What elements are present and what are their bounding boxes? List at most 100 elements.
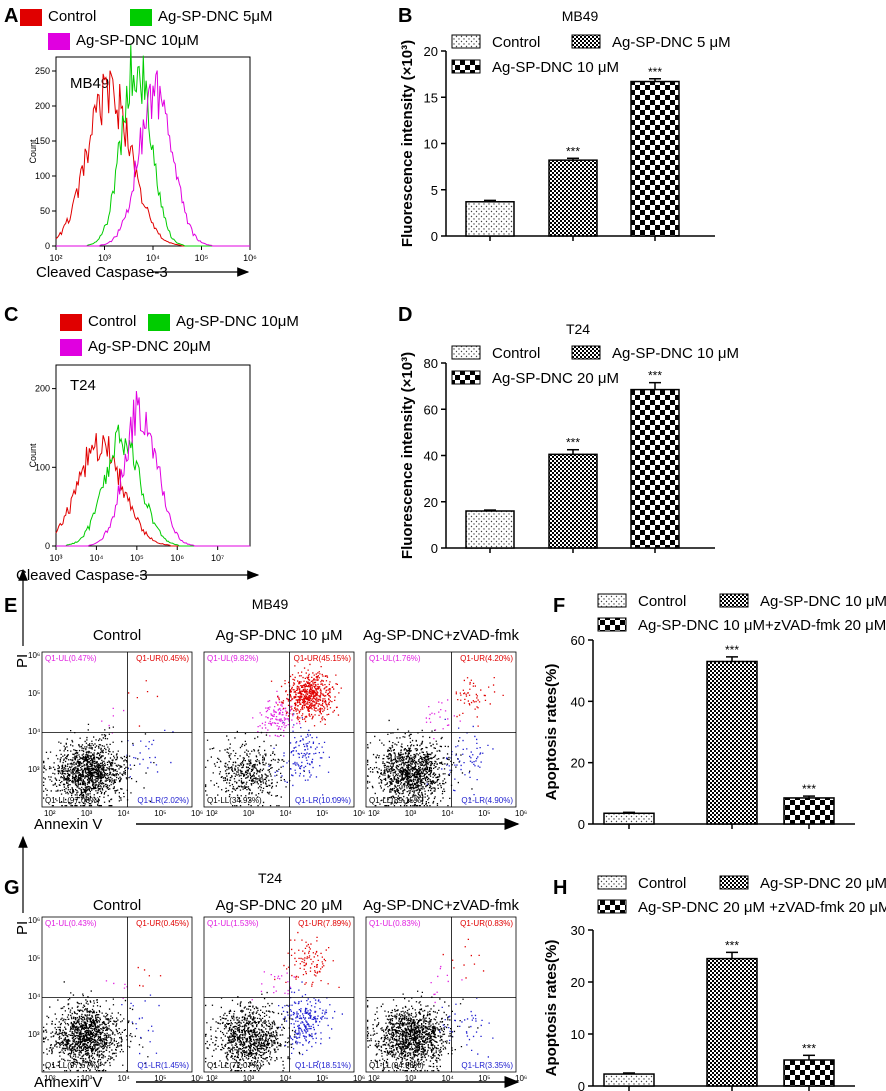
legend-B-0-swatch — [451, 34, 481, 49]
legend-C-1-label: Ag-SP-DNC 10μM — [176, 313, 299, 330]
legend-H-0-swatch — [597, 875, 627, 890]
significance-D-1: *** — [566, 436, 580, 450]
x-tick-label-C: 10⁶ — [170, 553, 184, 563]
x-tick-label-G-2: 10⁵ — [478, 1074, 490, 1083]
quadrant-ul-G-2: Q1-UL(0.83%) — [369, 919, 421, 928]
plot-title-E-1: Ag-SP-DNC 10 μM — [215, 627, 342, 644]
panel-B: B MB49 Control Ag-SP-DNC 5 μM Ag-SP-DNC 10 μ… — [398, 5, 731, 247]
legend-A-0-label: Control — [48, 8, 96, 25]
y-tick-label-D: 40 — [424, 449, 438, 464]
x-tick-label-E-1: 10³ — [243, 809, 255, 818]
y-tick-label-D: 80 — [424, 356, 438, 371]
panel-G: G T24 PI Annexin V Control Q1-UL(0.43%) Q1-UR(… — [4, 835, 527, 1091]
x-tick-label-E-0: 10³ — [81, 809, 93, 818]
dots-ur-E-2 — [455, 677, 504, 727]
legend-C-1-swatch — [148, 314, 170, 331]
y-tick-label-A: 200 — [35, 101, 50, 111]
y-axis-title-G: PI — [14, 921, 31, 935]
panel-label-A: A — [4, 5, 18, 27]
bar-B-2 — [630, 80, 680, 237]
chart-title-D: T24 — [566, 321, 590, 337]
quadrant-lr-G-0: Q1-LR(1.45%) — [137, 1061, 189, 1070]
x-tick-label-G-2: 10² — [368, 1074, 380, 1083]
y-axis-title-C: Count — [28, 443, 38, 468]
x-axis-title-G: Annexin V — [34, 1074, 102, 1091]
x-axis-title-E: Annexin V — [34, 816, 102, 833]
panel-label-F: F — [553, 595, 565, 617]
legend-B-2-swatch — [451, 59, 481, 74]
y-tick-label-D: 0 — [431, 541, 438, 556]
histogram-C-0 — [55, 433, 250, 547]
plot-title-E-0: Control — [93, 627, 141, 644]
quadrant-ur-E-1: Q1-UR(45.15%) — [294, 654, 352, 663]
chart-title-B: MB49 — [562, 8, 599, 24]
legend-B-2-label: Ag-SP-DNC 10 μM — [492, 59, 619, 76]
y-tick-label-D: 20 — [424, 495, 438, 510]
y-tick-label-B: 0 — [431, 229, 438, 244]
dots-ll-G-1 — [205, 991, 311, 1072]
quadrant-lr-E-0: Q1-LR(2.02%) — [137, 796, 189, 805]
legend-H-1-label: Ag-SP-DNC 20 μM — [760, 875, 886, 892]
x-tick-label-E-0: 10² — [44, 809, 56, 818]
quadrant-ll-G-2: Q1-LL(94.98%) — [369, 1061, 424, 1070]
legend-H-2-label: Ag-SP-DNC 20 μM +zVAD-fmk 20 μM — [638, 899, 886, 916]
panel-label-H: H — [553, 877, 567, 899]
legend-C-0-label: Control — [88, 313, 136, 330]
y-tick-label-D: 60 — [424, 402, 438, 417]
legend-D-1-label: Ag-SP-DNC 10 μM — [612, 345, 739, 362]
y-tick-label-B: 5 — [431, 183, 438, 198]
x-tick-label-C: 10⁵ — [130, 553, 144, 563]
x-tick-label-G-0: 10² — [44, 1074, 56, 1083]
y-tick-label-E: 10³ — [28, 765, 40, 774]
quadrant-lr-G-1: Q1-LR(18.51%) — [295, 1061, 351, 1070]
significance-D-2: *** — [648, 369, 662, 383]
x-tick-label-A: 10² — [49, 253, 62, 263]
dots-ur-E-1 — [270, 658, 342, 727]
dots-ll-E-0 — [43, 723, 155, 807]
x-tick-label-E-1: 10⁴ — [280, 809, 293, 818]
quadrant-ll-G-1: Q1-LL(72.07%) — [207, 1061, 262, 1070]
y-tick-label-G: 10⁵ — [28, 954, 40, 963]
panel-C: C Control Ag-SP-DNC 10μM Ag-SP-DNC 20μM 10³ 1… — [4, 304, 299, 584]
dots-lr-G-1 — [278, 981, 343, 1063]
bar-F-2 — [783, 797, 835, 825]
x-tick-label-G-2: 10⁴ — [442, 1074, 455, 1083]
plot-frame-C — [55, 364, 251, 547]
plot-frame-G-2 — [365, 916, 517, 1073]
quadrant-ur-G-1: Q1-UR(7.89%) — [298, 919, 351, 928]
x-tick-label-A: 10⁵ — [195, 253, 209, 263]
x-tick-label-E-1: 10⁵ — [316, 809, 328, 818]
legend-F-1-label: Ag-SP-DNC 10 μM — [760, 593, 886, 610]
x-tick-label-E-0: 10⁶ — [191, 809, 203, 818]
x-tick-label-E-2: 10⁴ — [442, 809, 455, 818]
y-tick-label-G: 10³ — [28, 1030, 40, 1039]
quadrant-ll-E-0: Q1-LL(97.06%) — [45, 796, 100, 805]
x-tick-label-G-0: 10³ — [81, 1074, 93, 1083]
panel-label-C: C — [4, 304, 18, 326]
panel-label-G: G — [4, 877, 20, 899]
x-tick-label-G-2: 10³ — [405, 1074, 417, 1083]
plot-title-G-2: Ag-SP-DNC+zVAD-fmk — [363, 897, 519, 914]
legend-A-1-swatch — [130, 9, 152, 26]
legend-D-2-swatch — [451, 370, 481, 385]
significance-F-1: *** — [725, 643, 739, 657]
panel-H: H Control Ag-SP-DNC 20 μM Ag-SP-DNC 20 μM +… — [543, 875, 886, 1091]
y-tick-label-C: 200 — [35, 384, 50, 394]
quadrant-lr-E-2: Q1-LR(4.90%) — [461, 796, 513, 805]
legend-F-0-swatch — [597, 593, 627, 608]
dots-ll-G-2 — [367, 990, 479, 1072]
legend-C-2-label: Ag-SP-DNC 20μM — [88, 338, 211, 355]
bar-B-0 — [465, 201, 515, 237]
y-tick-label-B: 20 — [424, 44, 438, 59]
legend-C-2-swatch — [60, 339, 82, 356]
y-axis-title-B: Fluorescence intensity (×10³) — [399, 40, 416, 247]
x-tick-label-G-2: 10⁶ — [515, 1074, 527, 1083]
panel-label-E: E — [4, 595, 17, 617]
significance-B-2: *** — [648, 65, 662, 79]
bar-H-1 — [706, 957, 758, 1087]
cell-line-C: T24 — [70, 377, 96, 394]
bar-H-2 — [783, 1059, 835, 1087]
quadrant-ul-E-0: Q1-UL(0.47%) — [45, 654, 97, 663]
significance-H-2: *** — [802, 1041, 816, 1055]
